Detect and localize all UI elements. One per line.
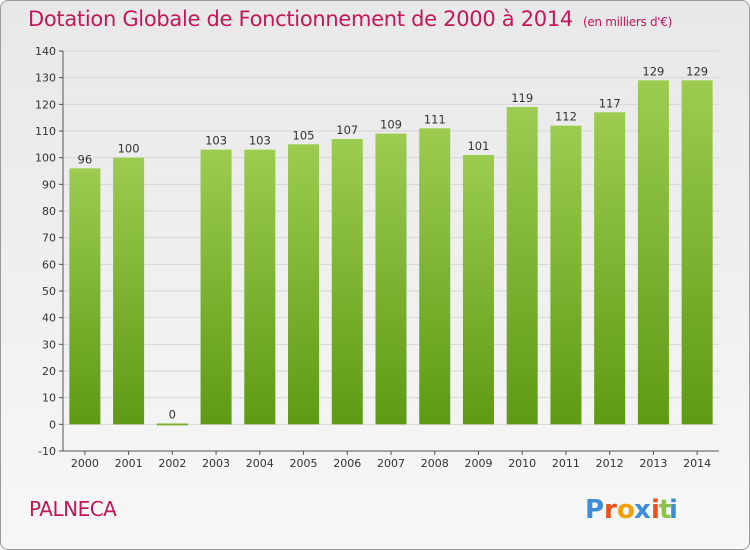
y-tick-label: 120 [35,98,56,111]
x-tick-label: 2013 [639,457,667,470]
x-tick-label: 2004 [246,457,274,470]
commune-name: PALNECA [29,497,117,521]
title-text: Dotation Globale de Fonctionnement de 20… [28,7,573,31]
bar-2010 [506,107,538,425]
y-tick-label: -10 [38,445,56,458]
logo-letter: o [617,495,635,525]
x-tick-label: 2006 [333,457,361,470]
value-label: 100 [118,142,140,156]
y-tick-label: 140 [35,45,56,58]
bar-2013 [637,80,669,425]
bar-2004 [244,149,276,425]
y-tick-label: 70 [42,232,56,245]
bar-2002 [156,423,188,426]
x-tick-label: 2000 [71,457,99,470]
y-tick-label: 60 [42,258,56,271]
bar-2009 [462,155,494,425]
value-label: 112 [555,110,577,124]
logo-letter: i [651,495,660,525]
y-tick-label: 40 [42,312,56,325]
bar-2012 [594,112,626,425]
bar-2011 [550,125,582,425]
x-tick-label: 2007 [377,457,405,470]
value-label: 129 [642,64,664,78]
bar-2000 [69,168,101,425]
y-tick-label: 30 [42,338,56,351]
y-tick-label: 0 [49,418,56,431]
y-tick-label: 110 [35,125,56,138]
logo-letter: i [669,495,678,525]
bar-2007 [375,133,407,425]
x-tick-label: 2002 [158,457,186,470]
bar-2006 [331,139,363,425]
x-tick-label: 2010 [508,457,536,470]
x-tick-label: 2008 [421,457,449,470]
value-label: 129 [686,64,708,78]
x-tick-label: 2012 [596,457,624,470]
y-tick-label: 20 [42,365,56,378]
value-label: 109 [380,118,402,132]
value-label: 103 [205,134,227,148]
logo-letter: r [604,495,617,525]
value-label: 117 [599,96,621,110]
bar-2005 [288,144,320,425]
logo-letter: x [634,495,651,525]
y-tick-label: 80 [42,205,56,218]
value-label: 0 [169,407,176,421]
y-tick-label: 130 [35,72,56,85]
x-tick-label: 2001 [115,457,143,470]
chart-unit: (en milliers d'€) [582,15,672,29]
x-tick-label: 2003 [202,457,230,470]
x-tick-label: 2011 [552,457,580,470]
y-tick-label: 100 [35,152,56,165]
value-label: 105 [293,128,315,142]
chart-title: Dotation Globale de Fonctionnement de 20… [28,7,672,31]
x-tick-label: 2009 [464,457,492,470]
y-tick-label: 90 [42,178,56,191]
logo-letter: t [659,495,672,525]
logo-letter: P [585,495,605,525]
value-label: 101 [467,139,489,153]
value-label: 119 [511,91,533,105]
value-label: 103 [249,134,271,148]
y-tick-label: 50 [42,285,56,298]
bar-2003 [200,149,232,425]
y-tick-label: 10 [42,392,56,405]
x-tick-label: 2005 [290,457,318,470]
value-label: 111 [424,112,446,126]
value-label: 107 [336,123,358,137]
x-tick-label: 2014 [683,457,711,470]
value-label: 96 [78,152,93,166]
bar-2008 [419,128,451,425]
bar-2001 [113,157,145,425]
bar-2014 [681,80,713,425]
